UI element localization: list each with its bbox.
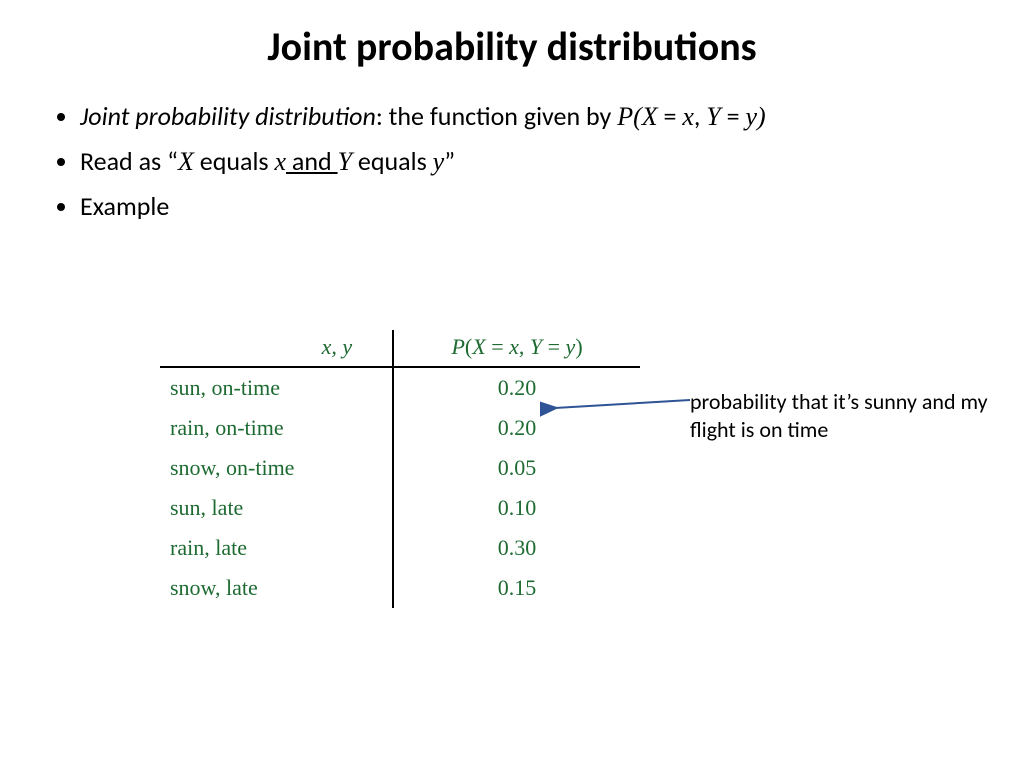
var-X: X [472,334,485,359]
cell-xy: snow, late [160,568,393,608]
var-P: P [617,102,633,131]
text: = [721,100,746,132]
table-row: rain, on-time 0.20 [160,408,640,448]
var-x: x [274,147,286,176]
term-jpd: Joint probability distribution [80,100,376,132]
probability-table-container: x, y P(X = x, Y = y) sun, on-time 0.20 r… [160,330,640,608]
var-X: X [642,102,658,131]
bullet-1: Joint probability distribution: the func… [80,99,964,134]
cell-p: 0.20 [393,367,640,408]
bullet-2: Read as “X equals x and Y equals y” [80,144,964,179]
col-header-xy: x, y [160,330,393,367]
table-row: snow, late 0.15 [160,568,640,608]
text: , [519,334,530,359]
page-title: Joint probability distributions [0,0,1024,71]
text: equals [194,145,275,177]
var-y: y [433,147,445,176]
table-row: rain, late 0.30 [160,528,640,568]
text: = [658,100,683,132]
cell-xy: snow, on-time [160,448,393,488]
paren-close: ) [757,102,766,131]
var-P: P [451,334,464,359]
table-header-row: x, y P(X = x, Y = y) [160,330,640,367]
text: : the function given by [376,100,617,132]
cell-p: 0.20 [393,408,640,448]
var-Y: Y [706,102,720,131]
cell-xy: rain, on-time [160,408,393,448]
var-y: y [745,102,757,131]
table-row: sun, late 0.10 [160,488,640,528]
var-Y: Y [530,334,542,359]
text: Read as “ [80,145,178,177]
cell-xy: sun, late [160,488,393,528]
cell-p: 0.10 [393,488,640,528]
bullet-list: Joint probability distribution: the func… [80,99,964,224]
table-row: sun, on-time 0.20 [160,367,640,408]
text: equals [352,145,433,177]
cell-p: 0.15 [393,568,640,608]
table-body: sun, on-time 0.20 rain, on-time 0.20 sno… [160,367,640,608]
var-X: X [178,147,194,176]
var-Y: Y [338,147,352,176]
text: ” [444,145,455,177]
var-x: x [509,334,519,359]
cell-xy: sun, on-time [160,367,393,408]
table-row: snow, on-time 0.05 [160,448,640,488]
cell-xy: rain, late [160,528,393,568]
probability-table: x, y P(X = x, Y = y) sun, on-time 0.20 r… [160,330,640,608]
var-x: x [682,102,694,131]
text-and: and [286,145,338,177]
col-header-prob: P(X = x, Y = y) [393,330,640,367]
text: = [486,334,509,359]
paren-open: ( [633,102,642,131]
text: = [542,334,565,359]
bullet-3: Example [80,189,964,224]
paren-close: ) [575,334,582,359]
var-y: y [566,334,576,359]
annotation-text: probability that it’s sunny and my fligh… [690,388,990,443]
cell-p: 0.30 [393,528,640,568]
text: , [694,100,706,132]
cell-p: 0.05 [393,448,640,488]
